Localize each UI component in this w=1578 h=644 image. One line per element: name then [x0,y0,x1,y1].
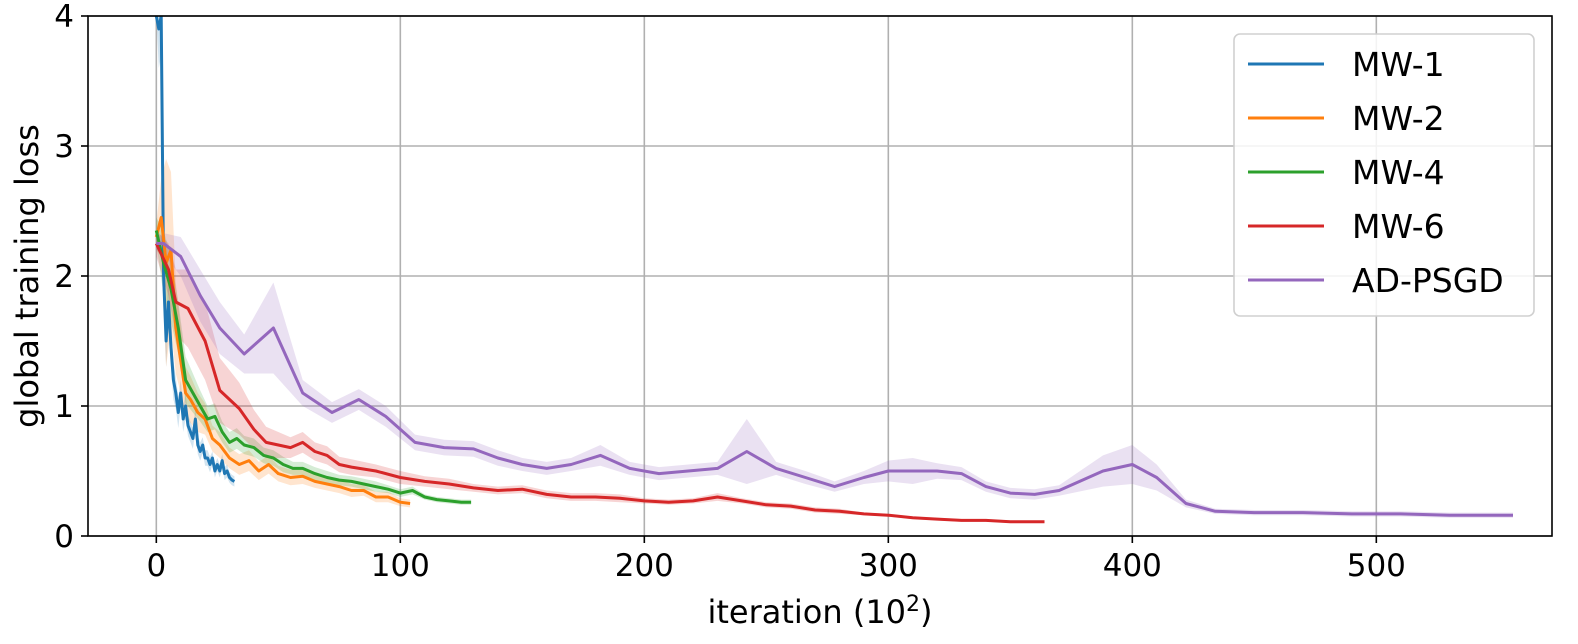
x-tick-label: 400 [1103,548,1162,584]
legend-label-mw-6: MW-6 [1352,207,1445,246]
band-mw-4 [156,217,472,505]
x-axis-label-superscript: 2 [906,592,920,617]
y-tick-label: 1 [54,389,74,425]
legend-box [1233,33,1535,317]
y-tick-label: 0 [54,519,74,555]
x-axis-label: iteration (102) [707,592,932,631]
series-line-mw-1 [154,16,236,483]
series-line-ad-psgd [156,242,1513,517]
y-tick-label: 3 [54,129,74,165]
legend-label-mw-4: MW-4 [1352,153,1445,192]
x-tick-label: 0 [146,548,166,584]
x-tick-label: 300 [859,548,918,584]
y-tick-label: 4 [54,0,74,35]
legend-label-mw-2: MW-2 [1352,99,1445,138]
series-line-mw-2 [154,216,411,505]
legend: MW-1 MW-2 MW-4 MW-6 AD-PSGD [1233,33,1535,317]
x-tick-label: 500 [1347,548,1406,584]
x-tick-label: 100 [371,548,430,584]
series-lines [154,16,1513,524]
axis-ticks: 0 100 200 300 400 500 0 1 2 3 4 [54,0,1406,584]
confidence-bands [156,16,1513,523]
legend-label-ad-psgd: AD-PSGD [1352,261,1504,300]
y-tick-label: 2 [54,259,74,295]
y-axis-label: global training loss [8,124,46,428]
x-tick-label: 200 [615,548,674,584]
legend-label-mw-1: MW-1 [1352,45,1445,84]
series-line-mw-4 [154,230,472,504]
x-axis-label-end: ) [920,593,932,631]
series-line-mw-6 [154,242,1045,524]
